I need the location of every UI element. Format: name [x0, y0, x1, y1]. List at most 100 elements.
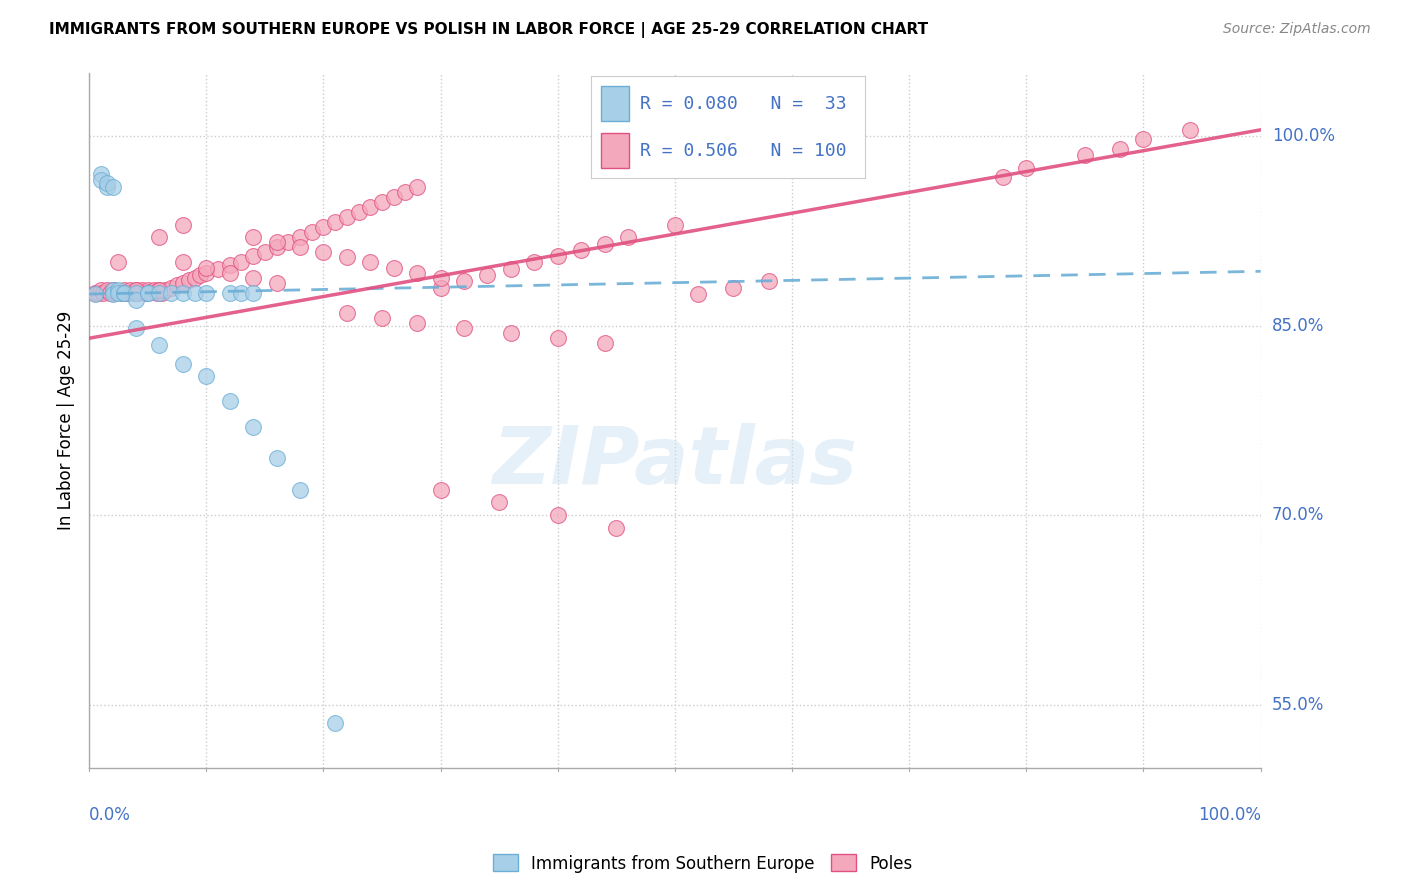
Point	[288, 483, 311, 497]
Point	[394, 185, 416, 199]
Point	[172, 255, 194, 269]
Point	[142, 283, 165, 297]
Point	[547, 508, 569, 522]
Point	[617, 230, 640, 244]
Text: 55.0%: 55.0%	[1272, 696, 1324, 714]
Point	[453, 321, 475, 335]
Point	[190, 268, 212, 282]
Point	[136, 285, 159, 300]
Point	[146, 285, 169, 300]
Text: 0.0%: 0.0%	[89, 805, 131, 824]
Point	[266, 276, 288, 290]
Point	[323, 716, 346, 731]
Point	[1180, 123, 1202, 137]
Point	[172, 357, 194, 371]
Point	[125, 321, 148, 335]
Point	[101, 283, 124, 297]
Point	[266, 235, 288, 250]
Point	[359, 255, 381, 269]
Point	[523, 255, 546, 269]
Point	[125, 293, 148, 308]
Point	[90, 173, 112, 187]
Point	[136, 285, 159, 300]
Point	[218, 285, 240, 300]
Point	[136, 283, 159, 297]
Point	[91, 285, 114, 300]
Point	[122, 285, 145, 300]
Text: ZIPatlas: ZIPatlas	[492, 423, 858, 501]
Point	[166, 278, 188, 293]
Text: 70.0%: 70.0%	[1272, 506, 1324, 524]
Point	[336, 251, 359, 265]
Point	[371, 194, 394, 209]
Point	[90, 167, 112, 181]
Point	[115, 285, 138, 300]
Point	[266, 240, 288, 254]
Point	[120, 283, 142, 297]
Point	[347, 205, 370, 219]
Point	[593, 236, 616, 251]
Point	[453, 274, 475, 288]
Point	[723, 281, 745, 295]
Point	[266, 451, 288, 466]
Point	[127, 285, 149, 300]
Point	[107, 285, 129, 300]
Point	[150, 285, 173, 300]
Point	[429, 483, 451, 497]
Text: 85.0%: 85.0%	[1272, 317, 1324, 334]
Point	[231, 285, 253, 300]
Point	[1132, 131, 1154, 145]
Text: 100.0%: 100.0%	[1272, 128, 1334, 145]
Point	[84, 285, 107, 300]
Point	[96, 176, 118, 190]
Point	[101, 283, 124, 297]
Point	[547, 331, 569, 345]
Point	[359, 200, 381, 214]
Point	[172, 218, 194, 232]
Point	[499, 326, 522, 341]
Point	[96, 283, 118, 297]
FancyBboxPatch shape	[602, 133, 628, 168]
Point	[429, 270, 451, 285]
Point	[131, 283, 153, 297]
Point	[148, 230, 170, 244]
Point	[758, 274, 780, 288]
Text: Source: ZipAtlas.com: Source: ZipAtlas.com	[1223, 22, 1371, 37]
Point	[477, 268, 499, 282]
Point	[84, 287, 107, 301]
Point	[195, 260, 218, 275]
Point	[104, 285, 127, 300]
Point	[605, 521, 627, 535]
Point	[242, 249, 264, 263]
Point	[101, 283, 124, 297]
Point	[139, 285, 162, 299]
Point	[218, 266, 240, 280]
Point	[242, 419, 264, 434]
Point	[1015, 161, 1038, 175]
Point	[288, 230, 311, 244]
Point	[242, 230, 264, 244]
Text: R = 0.506   N = 100: R = 0.506 N = 100	[640, 142, 846, 160]
Point	[90, 283, 112, 297]
Point	[499, 261, 522, 276]
Point	[107, 255, 129, 269]
Point	[87, 285, 110, 300]
Point	[195, 266, 218, 280]
Point	[112, 283, 135, 297]
Point	[125, 283, 148, 297]
Point	[1074, 148, 1097, 162]
Point	[488, 495, 510, 509]
FancyBboxPatch shape	[602, 87, 628, 121]
Y-axis label: In Labor Force | Age 25-29: In Labor Force | Age 25-29	[58, 310, 75, 530]
Point	[664, 218, 686, 232]
Point	[148, 283, 170, 297]
Point	[688, 287, 710, 301]
Point	[101, 287, 124, 301]
Point	[177, 273, 200, 287]
Point	[112, 285, 135, 300]
Point	[277, 235, 299, 250]
Point	[172, 276, 194, 290]
Point	[323, 215, 346, 229]
Point	[242, 270, 264, 285]
Point	[218, 394, 240, 409]
